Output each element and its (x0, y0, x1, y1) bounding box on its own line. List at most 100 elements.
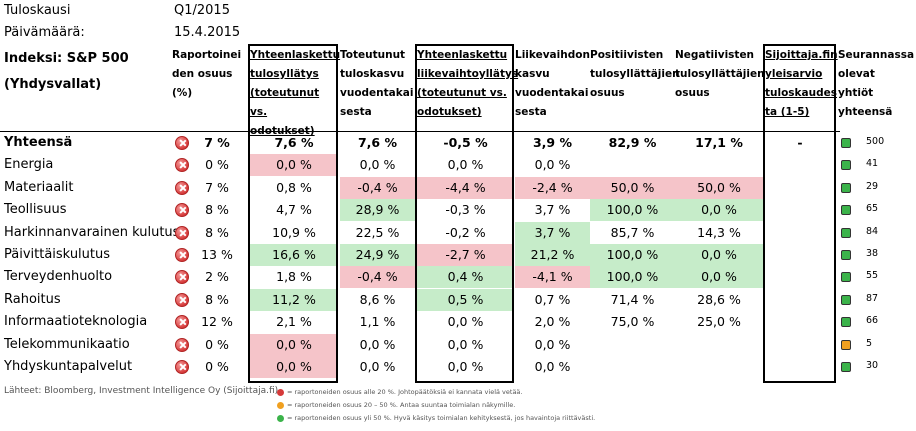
status-indicator (841, 227, 851, 238)
col-header-line: Raportoinei (172, 49, 242, 61)
reported-share: 0 % (205, 336, 229, 352)
cell-rev-growth: 0,0 % (534, 359, 571, 374)
x-icon (175, 225, 189, 240)
cell-rev-growth: 0,0 % (534, 336, 571, 352)
cell-pos: 100,0 % (590, 266, 675, 289)
index-title: Indeksi: S&P 500 (4, 51, 129, 66)
cell-pos: 71,4 % (610, 291, 655, 307)
col-header-line: yhtiöt (838, 87, 874, 99)
cell-rev-growth: 0,0 % (534, 157, 571, 173)
cell-neg: 50,0 % (675, 176, 763, 199)
col-header-line: tulosyllättäjien (675, 68, 765, 80)
cell-eps-growth: 7,6 % (357, 135, 398, 150)
cell-rev-growth: 2,0 % (534, 314, 571, 330)
date-value: 15.4.2015 (174, 25, 241, 40)
cell-eps-surprise: 0,8 % (276, 179, 312, 195)
cell-rev-growth: 21,2 % (515, 244, 590, 266)
row-label: Terveydenhuolto (4, 269, 113, 285)
col-header-line: den osuus (172, 68, 233, 80)
cell-rev-surprise: 0,0 % (447, 314, 484, 330)
row-label: Yhdyskuntapalvelut (4, 359, 133, 374)
cell-rev-surprise: 0,0 % (447, 157, 484, 173)
cell-eps-surprise: 2,1 % (276, 314, 312, 330)
col-header-line: Seurannassa (838, 49, 915, 61)
row-label: Teollisuus (4, 202, 67, 218)
x-icon (175, 337, 189, 352)
companies-count: 87 (866, 292, 879, 304)
col-header-line: yleisarvio (765, 68, 823, 80)
cell-eps-growth: -0,4 % (340, 266, 415, 289)
col-header-line: tuloskaudes (765, 87, 837, 99)
reported-share: 13 % (201, 247, 233, 262)
cell-eps-surprise: 0,0 % (250, 356, 338, 378)
cell-rev-surprise: -2,7 % (417, 244, 514, 266)
cell-neg: 17,1 % (695, 135, 743, 150)
status-indicator (841, 272, 851, 283)
reported-share: 12 % (201, 314, 233, 330)
season-label: Tuloskausi (4, 3, 71, 18)
index-subtitle: (Yhdysvallat) (4, 77, 102, 92)
legend-green-text: = raportoneiden osuus yli 50 %. Hyvä käs… (287, 414, 596, 422)
col-header-rev-surprise: Yhteenlaskettu liikevaihtoyllätys (toteutu… (417, 46, 518, 122)
cell-eps-growth: 1,1 % (359, 314, 396, 330)
cell-eps-growth: 0,0 % (359, 359, 396, 374)
row-label: Rahoitus (4, 291, 61, 307)
col-header-line: tulosyllättäjien (590, 68, 680, 80)
cell-neg (675, 356, 763, 378)
status-indicator (841, 339, 851, 350)
status-indicator (841, 362, 851, 372)
sources-text: Lähteet: Bloomberg, Investment Intellige… (4, 386, 279, 396)
cell-rev-growth: -2,4 % (515, 176, 590, 199)
cell-eps-surprise: 10,9 % (272, 224, 316, 240)
companies-count: 55 (866, 270, 879, 282)
companies-count: 500 (866, 136, 885, 147)
col-header-rev-growth: Liikevaihdon kasvu vuodentakai sesta (515, 46, 590, 122)
legend-orange-dot (277, 402, 284, 409)
cell-neg: 14,3 % (697, 224, 741, 240)
cell-rev-surprise: -0,2 % (445, 224, 486, 240)
col-header-line: yhteensä (838, 106, 893, 118)
col-header-line: sesta (515, 106, 547, 118)
reported-share: 7 % (205, 179, 229, 195)
cell-eps-surprise: 7,6 % (274, 135, 314, 150)
cell-rating: - (797, 135, 803, 150)
cell-rev-growth: 3,7 % (534, 202, 571, 218)
status-indicator (841, 317, 851, 328)
companies-count: 29 (866, 180, 879, 192)
companies-count: 66 (866, 315, 879, 327)
status-indicator (841, 205, 851, 216)
reported-share: 0 % (205, 359, 229, 374)
companies-count: 5 (866, 337, 873, 349)
reported-share: 8 % (205, 202, 229, 218)
col-header-line: ta (1-5) (765, 106, 810, 118)
x-icon (175, 270, 189, 285)
legend-green-dot (277, 415, 284, 422)
col-header-line: (%) (172, 87, 193, 99)
cell-rev-surprise: 0,0 % (447, 359, 484, 374)
cell-rev-growth: 0,7 % (534, 291, 571, 307)
cell-rev-surprise: -0,3 % (445, 202, 486, 218)
status-indicator (841, 250, 851, 260)
reported-share: 0 % (205, 157, 229, 173)
x-icon (175, 292, 189, 307)
col-header-line: Liikevaihdon (515, 49, 590, 61)
col-header-line: Sijoittaja.fin (765, 49, 838, 61)
cell-pos (590, 334, 675, 356)
cell-rev-surprise: 0,0 % (447, 336, 484, 352)
cell-rev-growth: -4,1 % (515, 266, 590, 289)
col-header-eps-growth: Toteutunut tuloskasvu vuodentakai sesta (340, 46, 415, 122)
legend-red-text: = raportoneiden osuus alle 20 %. Johtopä… (287, 388, 523, 396)
legend-orange-text: = raportoneiden osuus 20 – 50 %. Antaa s… (287, 401, 516, 409)
col-header-rating: Sijoittaja.fin yleisarvio tuloskaudes ta (1… (765, 46, 838, 122)
col-header-line: kasvu (515, 68, 550, 80)
cell-rev-surprise: -0,5 % (443, 135, 488, 150)
row-label: Yhteensä (4, 135, 73, 150)
season-value: Q1/2015 (174, 3, 230, 18)
cell-eps-surprise: 0,0 % (250, 154, 338, 177)
companies-count: 65 (866, 203, 879, 215)
cell-neg: 28,6 % (697, 291, 741, 307)
col-header-companies: Seurannassa olevat yhtiöt yhteensä (838, 46, 916, 122)
row-label: Harkinnanvarainen kulutus (4, 224, 180, 240)
legend-red-dot (277, 389, 284, 396)
col-header-line: vuodentakai (340, 87, 414, 99)
